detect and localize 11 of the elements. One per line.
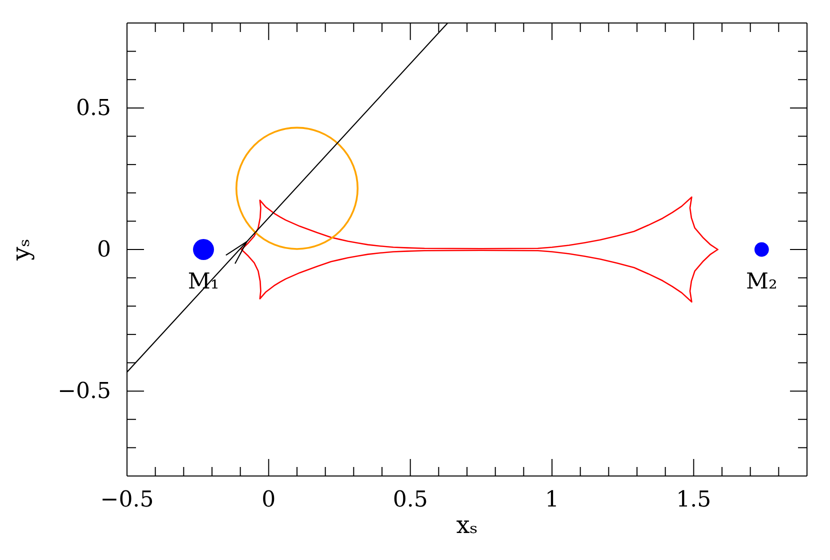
annotation: M₂ xyxy=(746,270,778,294)
x-tick-label: 0 xyxy=(262,488,276,513)
x-tick-label: 1 xyxy=(545,488,559,513)
y-axis-title: yₛ xyxy=(7,238,35,262)
x-tick-label: 1.5 xyxy=(676,488,712,513)
x-axis-title: xₛ xyxy=(456,511,478,539)
y-tick-label: −0.5 xyxy=(58,379,111,404)
x-tick-label: −0.5 xyxy=(100,488,154,513)
y-tick-label: 0 xyxy=(97,238,111,263)
y-tick-label: 0.5 xyxy=(76,96,111,121)
x-tick-label: 0.5 xyxy=(392,488,428,513)
